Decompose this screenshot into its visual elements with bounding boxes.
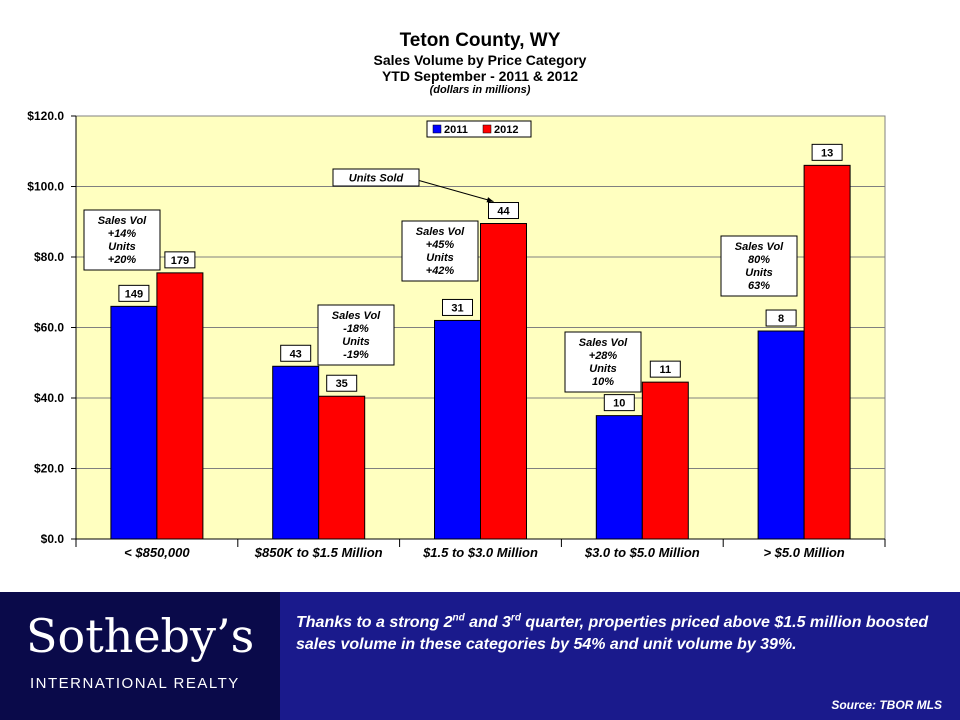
chart-title-block: Teton County, WY Sales Volume by Price C… [0, 30, 960, 97]
y-tick-label: $60.0 [34, 321, 64, 335]
annotation-text: Units [745, 267, 773, 279]
legend-swatch [432, 124, 442, 134]
units-label: 43 [290, 348, 302, 360]
units-label-box [811, 143, 843, 161]
units-label: 35 [336, 378, 348, 390]
x-tick-label: $1.5 to $3.0 Million [422, 545, 538, 560]
units-label: 44 [497, 206, 510, 218]
annotation-box [317, 304, 395, 366]
units-label-box [118, 284, 150, 302]
units-label-box [603, 394, 635, 412]
bar-2011 [110, 305, 158, 540]
legend-label: 2011 [444, 124, 468, 136]
annotation-text: 63% [748, 280, 770, 292]
chart-note: (dollars in millions) [429, 84, 531, 96]
callout-box [332, 168, 420, 187]
chart-title: Teton County, WY [399, 30, 561, 51]
annotation-text: Units [342, 336, 370, 348]
chart-subtitle-2: YTD September - 2011 & 2012 [381, 68, 579, 84]
bar-2011 [757, 330, 805, 540]
legend [426, 120, 532, 138]
annotation-text: +42% [426, 265, 455, 277]
logo: Sotheby’s INTERNATIONAL REALTY [0, 592, 280, 720]
callout-arrow [418, 180, 494, 202]
bar-2012 [641, 381, 689, 540]
bar-2012 [318, 395, 366, 540]
bar-2012 [156, 272, 204, 540]
y-tick-label: $20.0 [34, 462, 64, 476]
annotation-box [720, 235, 798, 297]
annotation-text: Sales Vol [579, 337, 628, 349]
units-label: 31 [451, 302, 463, 314]
x-tick-label: $3.0 to $5.0 Million [584, 545, 700, 560]
bar-2012 [803, 164, 851, 540]
footer-message: Thanks to a strong 2nd and 3rd quarter, … [296, 612, 929, 653]
annotation-box [564, 331, 642, 393]
annotation-text: 10% [592, 376, 614, 388]
y-tick-label: $80.0 [34, 250, 64, 264]
y-tick-label: $100.0 [27, 180, 64, 194]
x-tick-label: $850K to $1.5 Million [254, 545, 383, 560]
bar-chart: $0.0 $20.0 $40.0 $60.0 $80.0 $100.0 $120.0 149 1… [27, 109, 886, 560]
logo-subtext: INTERNATIONAL REALTY [30, 675, 240, 692]
annotation-text: -18% [343, 323, 369, 335]
units-label-box [280, 344, 312, 362]
source-note: Source: TBOR MLS [831, 698, 942, 712]
annotation-text: +20% [108, 254, 137, 266]
y-tick-label: $0.0 [41, 532, 65, 546]
units-label-box [442, 298, 473, 316]
annotation-text: +14% [108, 228, 137, 240]
annotation-text: Sales Vol [98, 215, 147, 227]
units-label: 13 [821, 147, 833, 159]
annotation-text: 80% [748, 254, 770, 266]
annotation-text: -19% [343, 349, 369, 361]
annotation-text: Units [426, 252, 454, 264]
units-label: 8 [778, 313, 784, 325]
callout-arrowhead [486, 197, 494, 203]
units-label-box [326, 374, 358, 392]
y-tick-label: $40.0 [34, 391, 64, 405]
logo-text: Sotheby’s [26, 609, 255, 663]
chart-subtitle-1: Sales Volume by Price Category [373, 52, 587, 68]
annotation-box [83, 209, 161, 271]
legend-label: 2012 [494, 124, 518, 136]
units-label: 11 [659, 364, 671, 376]
units-label: 149 [125, 288, 143, 300]
footer-banner: Sotheby’s INTERNATIONAL REALTY Thanks to… [0, 592, 960, 720]
annotation-text: Sales Vol [416, 226, 465, 238]
x-tick-label: < $850,000 [124, 545, 190, 560]
callout-text: Units Sold [349, 173, 404, 185]
x-tick-label: > $5.0 Million [763, 545, 844, 560]
annotation-text: Sales Vol [735, 241, 784, 253]
legend-swatch [482, 124, 492, 134]
units-label-box [488, 202, 519, 220]
annotation-text: Sales Vol [332, 310, 381, 322]
bar-2011 [272, 365, 320, 540]
units-label: 10 [613, 398, 625, 410]
bar-2011 [595, 415, 643, 540]
annotation-text: Units [589, 363, 617, 375]
units-label: 179 [171, 255, 189, 267]
y-tick-label: $120.0 [27, 109, 64, 123]
units-label-box [164, 251, 196, 269]
units-label-box [765, 309, 797, 327]
annotation-box [401, 220, 479, 282]
annotation-text: Units [108, 241, 136, 253]
bar-2011 [434, 319, 481, 540]
units-label-box [649, 360, 681, 378]
bar-2012 [480, 223, 527, 540]
annotation-text: +45% [426, 239, 455, 251]
annotation-text: +28% [589, 350, 618, 362]
